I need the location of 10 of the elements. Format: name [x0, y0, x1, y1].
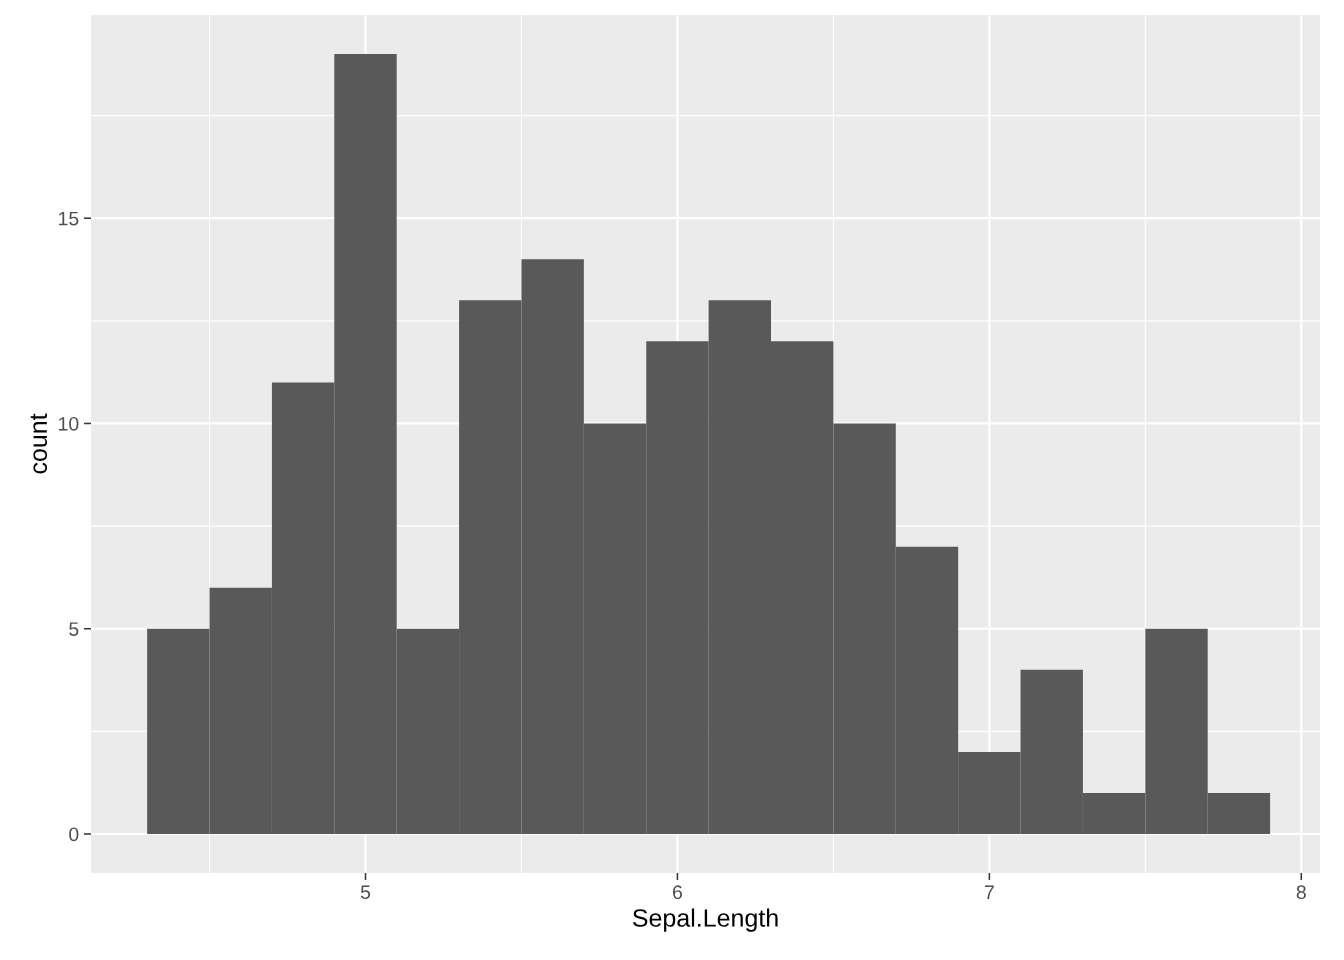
x-tick-label: 5: [360, 885, 371, 900]
x-tick-label: 8: [1296, 885, 1306, 900]
y-axis-title: count: [30, 413, 48, 474]
y-tick-label: 15: [59, 211, 79, 226]
x-axis-title: Sepal.Length: [632, 908, 778, 932]
y-tick-label: 5: [69, 622, 79, 636]
x-tick-label: 6: [673, 885, 682, 900]
y-tick-label: 10: [59, 416, 79, 431]
x-tick-label: 7: [984, 885, 994, 899]
y-tick-label: 0: [69, 827, 79, 842]
